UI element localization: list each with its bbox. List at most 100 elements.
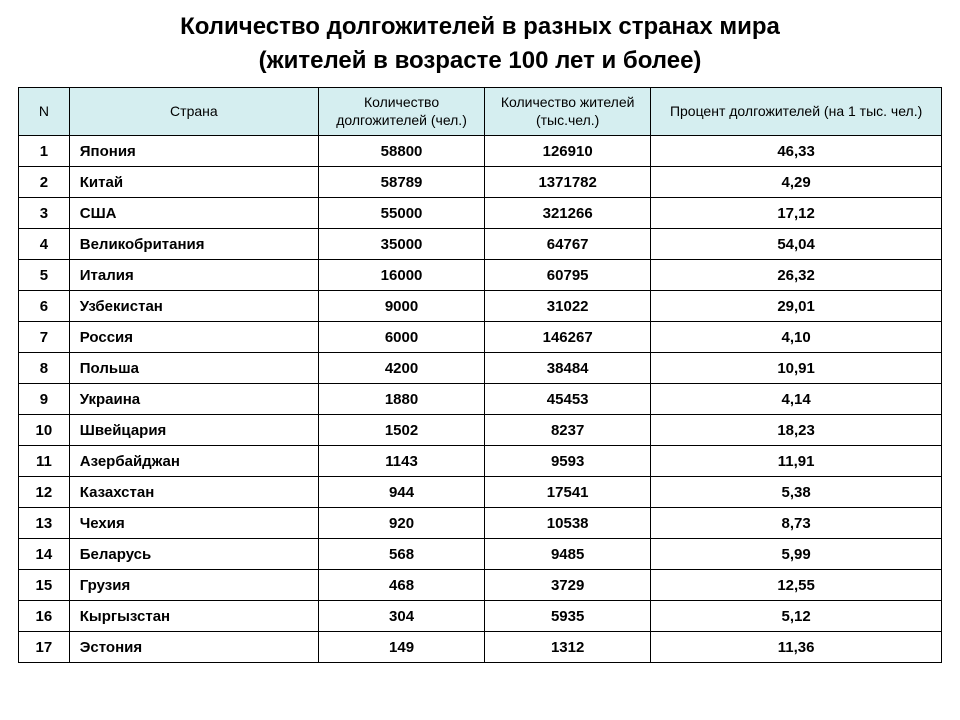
cell-15-0: 16: [19, 601, 70, 632]
cell-7-4: 10,91: [651, 353, 942, 384]
cell-2-2: 55000: [318, 198, 484, 229]
cell-4-1: Италия: [69, 260, 318, 291]
cell-3-1: Великобритания: [69, 229, 318, 260]
cell-1-1: Китай: [69, 167, 318, 198]
cell-9-0: 10: [19, 415, 70, 446]
cell-6-3: 146267: [485, 322, 651, 353]
col-header-1: Страна: [69, 88, 318, 136]
cell-13-3: 9485: [485, 539, 651, 570]
col-header-3: Количество жителей (тыс.чел.): [485, 88, 651, 136]
table-row: 10Швейцария1502823718,23: [19, 415, 942, 446]
cell-1-3: 1371782: [485, 167, 651, 198]
table-row: 14Беларусь56894855,99: [19, 539, 942, 570]
cell-0-3: 126910: [485, 136, 651, 167]
cell-12-2: 920: [318, 508, 484, 539]
cell-10-2: 1143: [318, 446, 484, 477]
cell-8-0: 9: [19, 384, 70, 415]
cell-0-0: 1: [19, 136, 70, 167]
cell-13-0: 14: [19, 539, 70, 570]
col-header-4: Процент долгожителей (на 1 тыс. чел.): [651, 88, 942, 136]
cell-13-2: 568: [318, 539, 484, 570]
cell-14-3: 3729: [485, 570, 651, 601]
table-row: 5Италия160006079526,32: [19, 260, 942, 291]
cell-12-4: 8,73: [651, 508, 942, 539]
table-row: 1Япония5880012691046,33: [19, 136, 942, 167]
cell-2-3: 321266: [485, 198, 651, 229]
cell-13-1: Беларусь: [69, 539, 318, 570]
cell-0-1: Япония: [69, 136, 318, 167]
cell-15-2: 304: [318, 601, 484, 632]
cell-14-4: 12,55: [651, 570, 942, 601]
table-row: 6Узбекистан90003102229,01: [19, 291, 942, 322]
cell-10-1: Азербайджан: [69, 446, 318, 477]
cell-9-1: Швейцария: [69, 415, 318, 446]
table-row: 11Азербайджан1143959311,91: [19, 446, 942, 477]
table-row: 9Украина1880454534,14: [19, 384, 942, 415]
cell-15-4: 5,12: [651, 601, 942, 632]
cell-11-4: 5,38: [651, 477, 942, 508]
cell-7-1: Польша: [69, 353, 318, 384]
cell-3-4: 54,04: [651, 229, 942, 260]
title-line-2: (жителей в возрасте 100 лет и более): [18, 44, 942, 78]
table-row: 17Эстония149131211,36: [19, 632, 942, 663]
cell-15-1: Кыргызстан: [69, 601, 318, 632]
cell-8-4: 4,14: [651, 384, 942, 415]
table-row: 2Китай5878913717824,29: [19, 167, 942, 198]
table-body: 1Япония5880012691046,332Китай58789137178…: [19, 136, 942, 663]
cell-9-4: 18,23: [651, 415, 942, 446]
centenarians-table: NСтранаКоличество долгожителей (чел.)Кол…: [18, 87, 942, 663]
table-row: 4Великобритания350006476754,04: [19, 229, 942, 260]
cell-14-2: 468: [318, 570, 484, 601]
cell-16-1: Эстония: [69, 632, 318, 663]
table-head: NСтранаКоличество долгожителей (чел.)Кол…: [19, 88, 942, 136]
cell-15-3: 5935: [485, 601, 651, 632]
cell-6-2: 6000: [318, 322, 484, 353]
cell-12-3: 10538: [485, 508, 651, 539]
cell-0-2: 58800: [318, 136, 484, 167]
cell-10-3: 9593: [485, 446, 651, 477]
cell-5-0: 6: [19, 291, 70, 322]
cell-1-4: 4,29: [651, 167, 942, 198]
cell-11-0: 12: [19, 477, 70, 508]
cell-5-3: 31022: [485, 291, 651, 322]
cell-6-4: 4,10: [651, 322, 942, 353]
header-row: NСтранаКоличество долгожителей (чел.)Кол…: [19, 88, 942, 136]
cell-12-1: Чехия: [69, 508, 318, 539]
cell-10-0: 11: [19, 446, 70, 477]
col-header-0: N: [19, 88, 70, 136]
cell-5-1: Узбекистан: [69, 291, 318, 322]
page-container: Количество долгожителей в разных странах…: [0, 0, 960, 673]
cell-3-3: 64767: [485, 229, 651, 260]
cell-1-0: 2: [19, 167, 70, 198]
cell-5-2: 9000: [318, 291, 484, 322]
cell-4-0: 5: [19, 260, 70, 291]
cell-6-0: 7: [19, 322, 70, 353]
table-row: 15Грузия468372912,55: [19, 570, 942, 601]
cell-16-4: 11,36: [651, 632, 942, 663]
cell-10-4: 11,91: [651, 446, 942, 477]
table-row: 12Казахстан944175415,38: [19, 477, 942, 508]
cell-9-2: 1502: [318, 415, 484, 446]
cell-4-4: 26,32: [651, 260, 942, 291]
cell-2-0: 3: [19, 198, 70, 229]
cell-5-4: 29,01: [651, 291, 942, 322]
cell-12-0: 13: [19, 508, 70, 539]
table-row: 7Россия60001462674,10: [19, 322, 942, 353]
cell-3-0: 4: [19, 229, 70, 260]
cell-14-1: Грузия: [69, 570, 318, 601]
cell-16-0: 17: [19, 632, 70, 663]
cell-8-2: 1880: [318, 384, 484, 415]
cell-16-3: 1312: [485, 632, 651, 663]
cell-8-3: 45453: [485, 384, 651, 415]
cell-0-4: 46,33: [651, 136, 942, 167]
table-row: 16Кыргызстан30459355,12: [19, 601, 942, 632]
col-header-2: Количество долгожителей (чел.): [318, 88, 484, 136]
cell-7-3: 38484: [485, 353, 651, 384]
cell-14-0: 15: [19, 570, 70, 601]
page-title: Количество долгожителей в разных странах…: [18, 10, 942, 77]
cell-11-3: 17541: [485, 477, 651, 508]
cell-11-2: 944: [318, 477, 484, 508]
cell-4-3: 60795: [485, 260, 651, 291]
cell-9-3: 8237: [485, 415, 651, 446]
cell-11-1: Казахстан: [69, 477, 318, 508]
